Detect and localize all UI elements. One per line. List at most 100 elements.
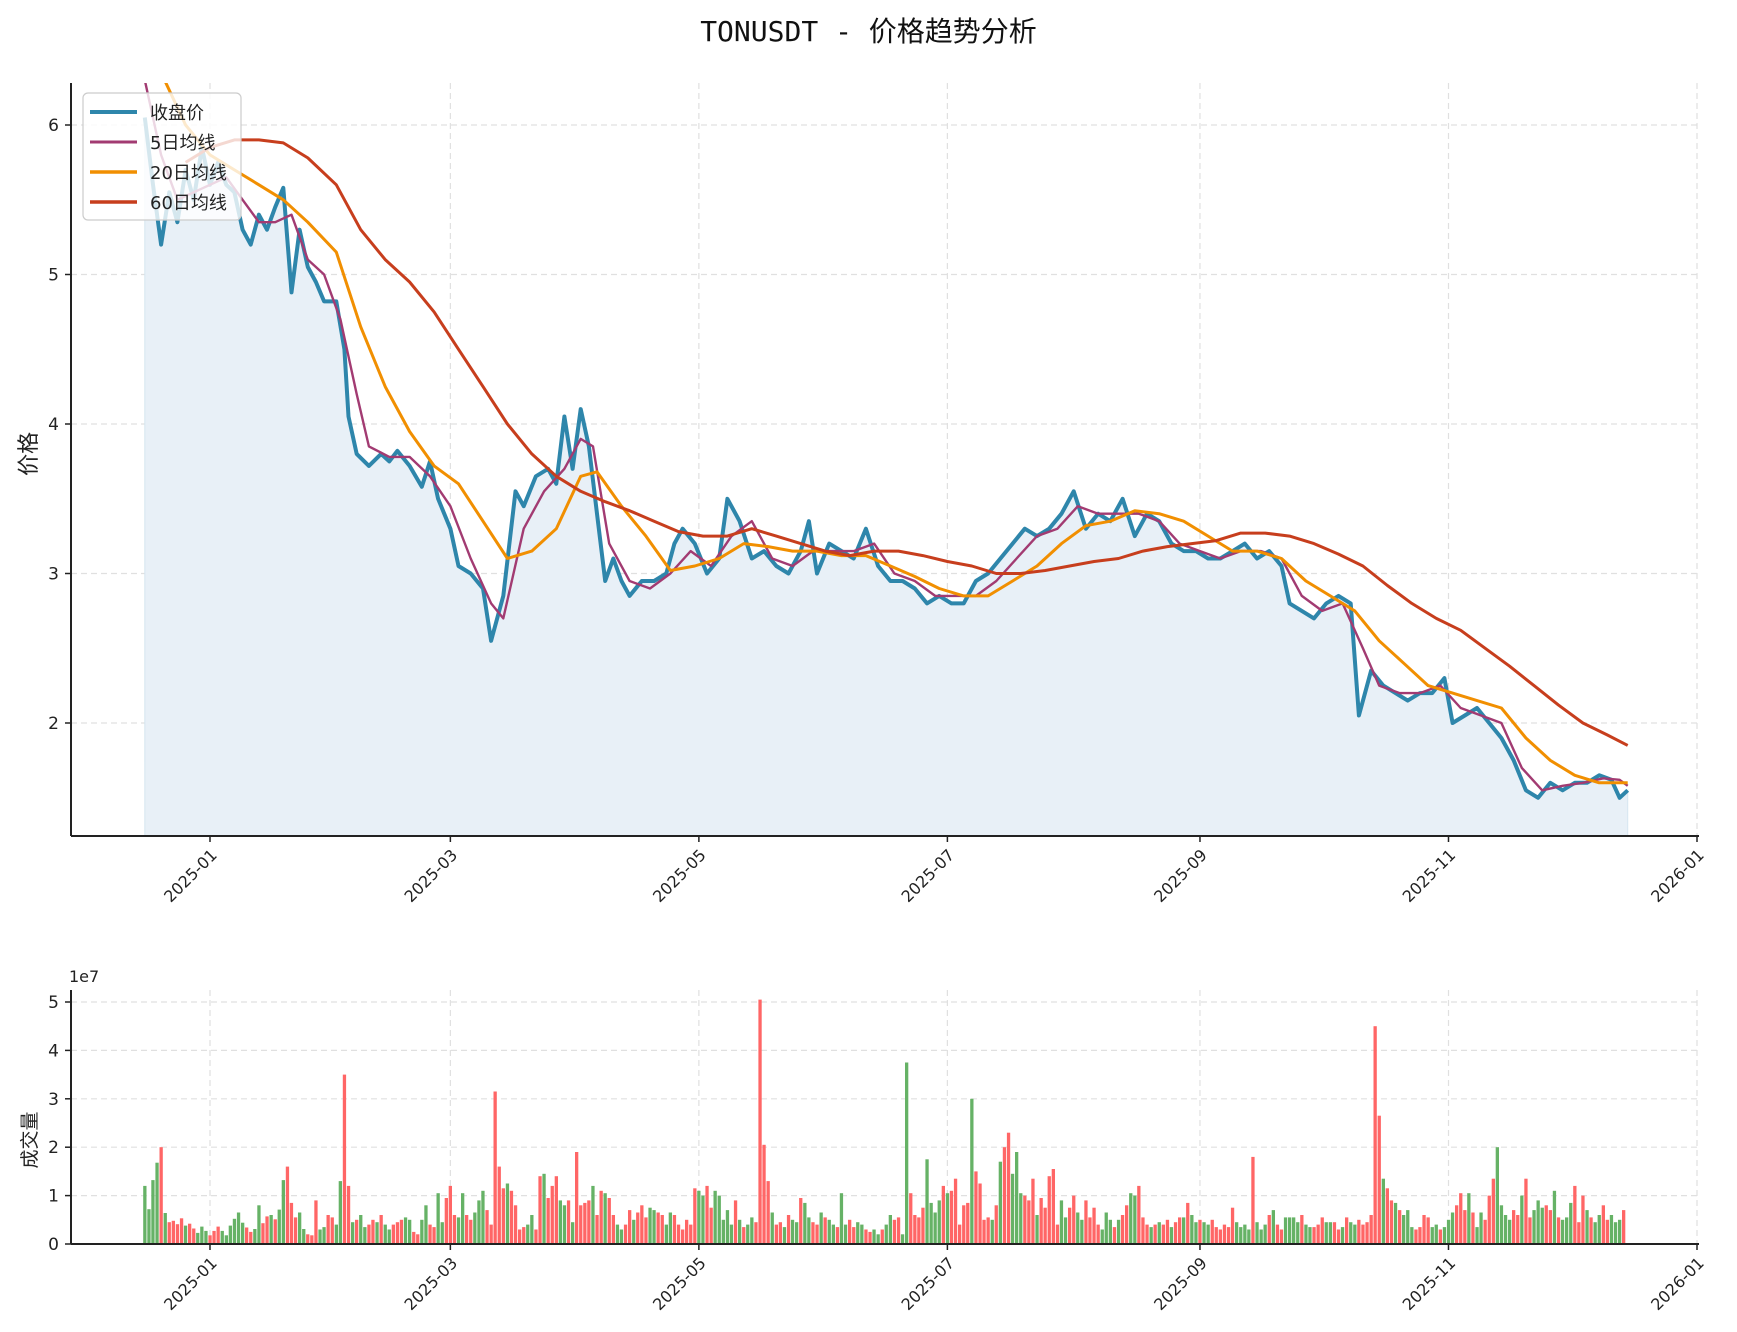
volume-bar <box>1622 1210 1626 1244</box>
volume-bar <box>799 1198 803 1244</box>
volume-bar <box>1010 1173 1015 1244</box>
volume-bar <box>831 1224 835 1244</box>
volume-bar <box>1247 1229 1251 1244</box>
volume-bar <box>277 1209 281 1244</box>
volume-bar <box>1491 1178 1495 1244</box>
volume-bar <box>371 1219 375 1244</box>
volume-bar <box>1471 1212 1475 1244</box>
volume-bar <box>1312 1227 1316 1244</box>
volume-bar <box>1027 1200 1031 1244</box>
volume-bar <box>387 1229 391 1244</box>
volume-x-tick-label: 2025-09 <box>1150 1253 1211 1314</box>
x-tick-label: 2025-01 <box>160 845 221 906</box>
volume-bar <box>1357 1219 1361 1244</box>
volume-bar <box>591 1185 595 1244</box>
volume-bar <box>1133 1195 1137 1244</box>
volume-bar <box>750 1217 754 1244</box>
volume-bar <box>644 1217 648 1244</box>
volume-bar <box>220 1230 224 1244</box>
volume-bar <box>1422 1215 1426 1244</box>
volume-bar <box>1088 1217 1092 1244</box>
chart-title: TONUSDT - 价格趋势分析 <box>700 15 1037 48</box>
volume-x-tick-label: 2025-11 <box>1399 1253 1460 1314</box>
volume-bar <box>273 1219 277 1244</box>
volume-bar <box>1120 1215 1125 1244</box>
volume-bar <box>342 1074 347 1244</box>
volume-bar <box>660 1215 664 1244</box>
volume-bar <box>611 1215 615 1244</box>
volume-bar <box>1377 1115 1381 1244</box>
volume-bar <box>469 1219 473 1244</box>
volume-bar <box>1308 1227 1312 1244</box>
volume-bar <box>1438 1229 1442 1244</box>
volume-bar <box>330 1217 334 1244</box>
volume-bar <box>933 1212 937 1244</box>
volume-bar <box>628 1210 632 1244</box>
volume-bar <box>1324 1222 1328 1244</box>
volume-bar <box>1031 1178 1035 1244</box>
volume-bar <box>998 1161 1002 1244</box>
volume-bar <box>1210 1219 1214 1244</box>
y-tick-label: 2 <box>48 714 59 734</box>
series-line-ma5 <box>144 83 1629 792</box>
volume-bar <box>1463 1210 1467 1244</box>
volume-bar <box>1414 1229 1418 1244</box>
volume-bar <box>351 1222 355 1244</box>
volume-bar <box>1459 1193 1463 1244</box>
volume-bar <box>1112 1227 1117 1244</box>
volume-bar <box>925 1159 929 1244</box>
volume-bar <box>676 1224 681 1244</box>
volume-bar <box>1332 1222 1337 1244</box>
volume-bar <box>823 1217 827 1244</box>
volume-bar <box>615 1224 620 1244</box>
volume-bar <box>1043 1207 1047 1244</box>
volume-bar <box>807 1217 811 1244</box>
volume-bar <box>786 1215 791 1244</box>
volume-bar <box>668 1212 672 1244</box>
volume-bar <box>1569 1202 1573 1244</box>
volume-bar <box>636 1212 640 1244</box>
volume-bar <box>1512 1210 1516 1244</box>
volume-bar <box>1178 1217 1182 1244</box>
volume-bar <box>558 1200 562 1244</box>
volume-bar <box>652 1210 656 1244</box>
volume-bar <box>526 1224 530 1244</box>
volume-bar <box>1601 1205 1605 1244</box>
volume-bar <box>970 1098 974 1244</box>
volume-bar <box>163 1213 167 1244</box>
volume-bar <box>619 1229 624 1244</box>
volume-bar <box>701 1195 705 1244</box>
legend-label-close: 收盘价 <box>150 103 204 124</box>
volume-bar <box>900 1234 905 1244</box>
volume-bar <box>461 1193 465 1244</box>
volume-bar <box>1157 1222 1161 1244</box>
volume-bar <box>1613 1222 1618 1244</box>
volume-bar <box>1442 1227 1447 1244</box>
volume-bar <box>1267 1215 1271 1244</box>
volume-bar <box>167 1222 171 1244</box>
volume-x-tick-label: 2025-01 <box>160 1253 221 1314</box>
volume-bar <box>302 1229 306 1244</box>
volume-bar <box>1304 1224 1308 1244</box>
volume-bar <box>709 1207 713 1244</box>
volume-bar <box>359 1215 363 1244</box>
volume-bar <box>1503 1215 1508 1244</box>
volume-bar <box>782 1227 787 1244</box>
volume-bar <box>949 1190 954 1244</box>
x-tick-label: 2025-11 <box>1399 845 1460 906</box>
volume-bar <box>477 1200 481 1244</box>
y-tick-label: 6 <box>48 116 59 136</box>
volume-bar <box>216 1226 220 1244</box>
volume-bar <box>534 1229 538 1244</box>
volume-bar <box>864 1229 868 1244</box>
volume-bar <box>664 1224 668 1244</box>
volume-bar <box>1573 1185 1577 1244</box>
volume-bar <box>1516 1215 1520 1244</box>
volume-bar <box>1226 1227 1231 1244</box>
volume-bar <box>1406 1210 1410 1244</box>
y-axis-label: 价格 <box>17 432 42 476</box>
volume-bar <box>1104 1212 1108 1244</box>
volume-bar <box>599 1190 603 1244</box>
volume-bar <box>334 1224 338 1244</box>
